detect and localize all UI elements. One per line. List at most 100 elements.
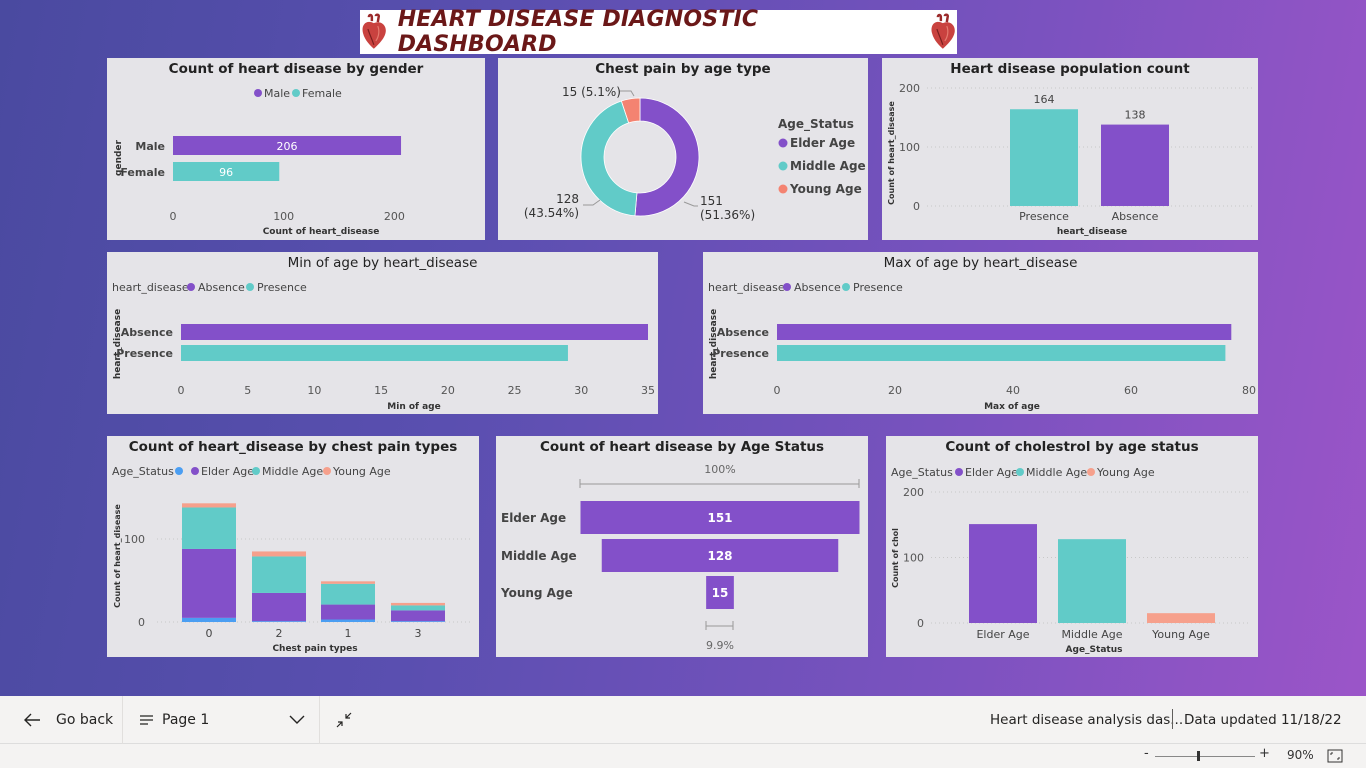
funnel-bar: [601, 539, 839, 572]
stacked-bar-segment: [391, 602, 445, 606]
chest-pain-donut-card[interactable]: Chest pain by age type 15 (5.1%) 128 (43…: [498, 58, 868, 240]
stacked-bar-segment: [391, 610, 445, 622]
zoom-status-bar: - + 90%: [0, 744, 1366, 768]
x-tick-label: 200: [384, 210, 405, 223]
legend-label: Middle Age: [262, 465, 323, 478]
chart-legend: heart_disease Absence Presence: [708, 281, 903, 294]
x-tick-label: 0: [170, 210, 177, 223]
chevron-down-icon: [289, 715, 305, 724]
chest-pain-types-chart-card[interactable]: Count of heart_disease by chest pain typ…: [107, 436, 479, 657]
chart-title: Heart disease population count: [950, 61, 1190, 77]
arrow-left-icon: [24, 713, 40, 727]
donut-slice: [634, 97, 700, 217]
legend-title: Age_Status: [778, 117, 854, 132]
y-tick-label: 0: [913, 200, 920, 213]
data-label: 138: [1125, 109, 1146, 122]
x-axis-label: Chest pain types: [272, 644, 357, 654]
category-label: Elder Age: [501, 511, 566, 525]
y-tick-label: 100: [903, 552, 924, 565]
y-tick-label: 100: [899, 141, 920, 154]
y-axis-label: heart_disease: [113, 309, 123, 379]
y-tick-label: 200: [899, 82, 920, 95]
bar: [777, 345, 1226, 361]
stacked-bar-segment: [182, 548, 236, 618]
collapse-icon: [336, 712, 352, 728]
stacked-bar-segment: [321, 619, 375, 622]
legend-label: Elder Age: [201, 465, 254, 478]
x-tick-label: 20: [888, 384, 902, 397]
report-name[interactable]: Heart disease analysis das...: [990, 712, 1184, 728]
anatomical-heart-icon: [362, 13, 386, 49]
y-tick-label: 0: [917, 617, 924, 630]
zoom-slider-track[interactable]: [1155, 756, 1255, 757]
min-age-chart-card[interactable]: Min of age by heart_disease heart_diseas…: [107, 252, 658, 414]
legend-label: Presence: [257, 281, 307, 294]
x-tick-label: Elder Age: [976, 628, 1029, 641]
legend-label: Absence: [794, 281, 841, 294]
max-age-chart-card[interactable]: Max of age by heart_disease heart_diseas…: [703, 252, 1258, 414]
x-tick-label: 80: [1242, 384, 1256, 397]
stacked-bar-segment: [321, 583, 375, 605]
funnel-bar: [580, 501, 860, 534]
legend-label: Middle Age: [790, 159, 866, 173]
x-axis-label: Count of heart_disease: [263, 227, 380, 237]
page-label: Page 1: [162, 712, 210, 728]
chart-legend: Age_Status Elder Age Middle Age Young Ag…: [778, 117, 866, 196]
chart-title: Max of age by heart_disease: [883, 255, 1078, 271]
x-tick-label: 3: [415, 627, 422, 640]
legend-label: Male: [264, 87, 290, 100]
cholesterol-chart-card[interactable]: Count of cholestrol by age status Age_St…: [886, 436, 1258, 657]
zoom-in-button[interactable]: +: [1259, 746, 1270, 761]
population-chart-card[interactable]: Heart disease population count Count of …: [882, 58, 1258, 240]
go-back-button[interactable]: Go back: [22, 696, 113, 744]
category-label: Absence: [121, 326, 173, 339]
data-label: 206: [277, 140, 298, 153]
x-tick-label: 0: [178, 384, 185, 397]
x-tick-label: 35: [641, 384, 655, 397]
data-label: 15: [712, 586, 729, 600]
fit-to-page-icon[interactable]: [1327, 749, 1343, 763]
chart-legend: Male Female: [254, 87, 342, 100]
slice-label: (51.36%): [700, 208, 755, 222]
age-status-funnel-card[interactable]: Count of heart disease by Age Status 100…: [496, 436, 868, 657]
slice-label: (43.54%): [524, 206, 579, 220]
x-tick-label: 20: [441, 384, 455, 397]
legend-title: Age_Status: [891, 466, 953, 479]
stacked-bar-segment: [321, 581, 375, 584]
x-tick-label: 1: [345, 627, 352, 640]
category-label: Middle Age: [501, 549, 577, 563]
stacked-bar-segment: [182, 507, 236, 549]
y-axis-label: Count of chol: [891, 528, 900, 588]
bar: [1058, 539, 1126, 623]
x-tick-label: 0: [206, 627, 213, 640]
data-label: 151: [707, 511, 732, 525]
chart-title: Count of cholestrol by age status: [945, 439, 1199, 455]
x-tick-label: 100: [273, 210, 294, 223]
slice-label: 15 (5.1%): [562, 85, 621, 99]
stacked-bar-segment: [252, 556, 306, 593]
legend-label: Young Age: [1096, 466, 1155, 479]
stacked-bar-segment: [391, 605, 445, 611]
zoom-out-button[interactable]: -: [1144, 746, 1149, 761]
chart-title: Count of heart_disease by chest pain typ…: [128, 439, 458, 455]
stacked-bar-segment: [391, 621, 445, 622]
collapse-button[interactable]: [336, 696, 352, 744]
chart-title: Count of heart disease by gender: [168, 61, 424, 77]
legend-title: heart_disease: [112, 281, 189, 294]
stacked-bar-segment: [321, 604, 375, 620]
x-tick-label: 25: [508, 384, 522, 397]
bar: [777, 324, 1232, 340]
y-axis-label: Count of heart_disease: [113, 504, 122, 608]
y-tick-label: 0: [138, 616, 145, 629]
bar: [1101, 124, 1169, 206]
zoom-slider-thumb[interactable]: [1197, 751, 1200, 761]
chart-title: Count of heart disease by Age Status: [539, 439, 825, 455]
x-tick-label: 0: [774, 384, 781, 397]
page-selector[interactable]: Page 1: [140, 696, 305, 744]
gender-chart-card[interactable]: Count of heart disease by gender Male Fe…: [107, 58, 485, 240]
y-axis-label: gender: [114, 139, 124, 176]
funnel-bottom-percent: 9.9%: [706, 639, 734, 652]
bar: [181, 345, 568, 361]
dashboard-title-box: HEART DISEASE DIAGNOSTIC DASHBOARD: [360, 7, 957, 57]
legend-title: heart_disease: [708, 281, 785, 294]
